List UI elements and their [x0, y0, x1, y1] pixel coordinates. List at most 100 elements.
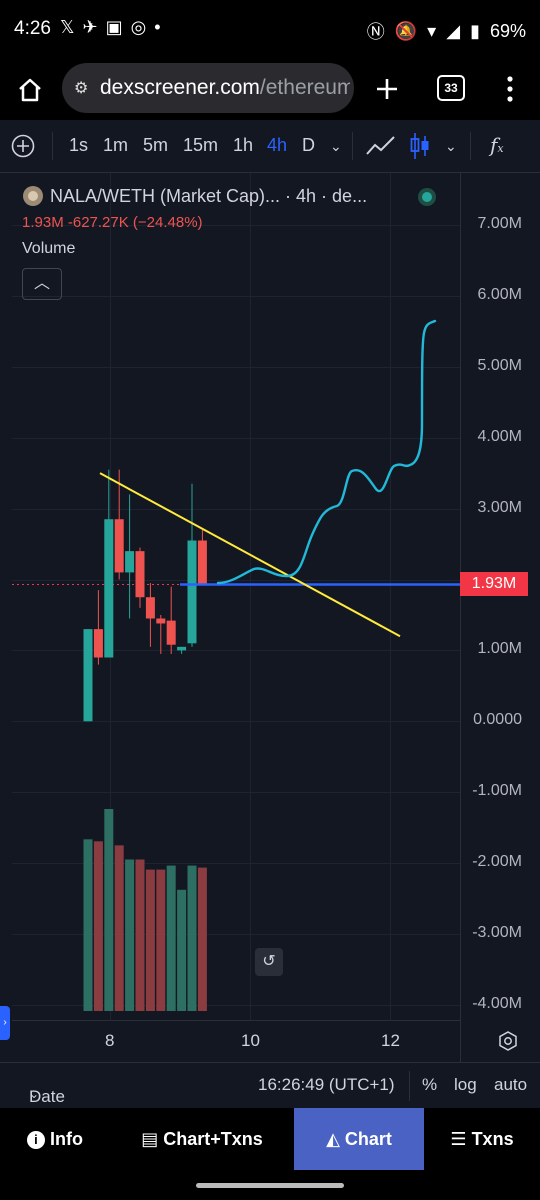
side-drawer-handle[interactable]: › [0, 1006, 10, 1040]
candle-body [177, 646, 187, 651]
timeframe-15m[interactable]: 15m [183, 135, 219, 155]
chart-toolbar: 1s 1m 5m 15m 1h 4h D ⌄ ⌄ fx [0, 120, 540, 173]
wifi-icon: ▾ [427, 20, 437, 41]
home-indicator [196, 1183, 344, 1188]
candle-body [114, 519, 124, 573]
nav-txns[interactable]: ☰ Txns [450, 1129, 514, 1149]
url-bar[interactable]: ⚙ dexscreener.com/ethereum [62, 63, 354, 113]
more-menu-icon[interactable] [500, 74, 520, 104]
new-tab-icon[interactable] [374, 76, 400, 102]
collapse-legend-button[interactable]: ︿ [22, 268, 62, 300]
nav-chart[interactable]: ◭ Chart [294, 1108, 424, 1170]
timeframe-5m[interactable]: 5m [143, 135, 169, 155]
nav-chart-txns[interactable]: ▤ Chart+Txns [141, 1129, 263, 1149]
home-icon[interactable] [16, 76, 44, 104]
chevron-up-icon: ︿ [33, 275, 50, 292]
function-icon[interactable]: fx [490, 133, 504, 157]
candle-body [145, 597, 155, 619]
list-icon: ☰ [450, 1129, 467, 1149]
mute-icon: 🔕 [394, 20, 418, 41]
battery-icon: ▮ [470, 20, 480, 41]
price-tick-label: 3.00M [477, 498, 522, 516]
divider [470, 132, 471, 160]
candles-icon[interactable] [409, 132, 431, 160]
log-toggle[interactable]: log [454, 1075, 477, 1094]
price-tick-label: 1.00M [477, 640, 522, 658]
chevron-down-icon: ⌄ [29, 1087, 40, 1101]
add-indicator-icon[interactable] [11, 134, 35, 158]
price-tick-label: 4.00M [477, 427, 522, 445]
percent-toggle[interactable]: % [422, 1075, 438, 1094]
price-tick-label: -4.00M [472, 994, 522, 1012]
timeframe-4h[interactable]: 4h [267, 135, 288, 155]
line-chart-type-icon[interactable] [366, 134, 396, 158]
legend-value-change: 1.93M -627.27K (−24.48%) [22, 214, 203, 231]
grid-line [12, 792, 460, 794]
candle-body [125, 551, 135, 573]
tab-switcher-button[interactable]: 33 [437, 75, 465, 101]
notification-icons: 𝕏✈▣◎• [60, 17, 169, 37]
grid-line [12, 295, 460, 297]
divider [52, 132, 53, 160]
chart-footer: Date Range ⌄ 16:26:49 (UTC+1) % log auto [0, 1062, 540, 1126]
divider [352, 132, 353, 160]
info-icon: i [26, 1131, 45, 1150]
legend-volume-label[interactable]: Volume [22, 240, 76, 257]
volume-bar [197, 867, 207, 1011]
grid-line [12, 650, 460, 652]
candle-body [83, 629, 93, 722]
time-tick-label: 8 [105, 1031, 115, 1050]
divider [409, 1071, 410, 1101]
battery-level: 69% [489, 20, 526, 41]
grid-line [12, 225, 460, 226]
candle-body [93, 629, 103, 658]
status-bar: 4:26 𝕏✈▣◎• Ⓝ 🔕 ▾ ◢ ▮ 69% [0, 0, 540, 60]
time-readout: 16:26:49 (UTC+1) [258, 1075, 395, 1094]
live-status-indicator [418, 188, 436, 206]
timeframe-dropdown-icon[interactable]: ⌄ [330, 138, 342, 154]
site-settings-icon[interactable]: ⚙ [74, 80, 89, 97]
status-right: Ⓝ 🔕 ▾ ◢ ▮ 69% [367, 18, 526, 44]
current-price-tag: 1.93M [460, 572, 528, 596]
time-tick-label: 12 [381, 1031, 400, 1050]
timeframe-d[interactable]: D [302, 135, 315, 155]
chevron-right-icon: › [3, 1017, 7, 1028]
price-tick-label: 7.00M [477, 215, 522, 232]
status-time: 4:26 [14, 18, 51, 39]
token-avatar [23, 186, 43, 206]
candle-body [104, 519, 114, 658]
price-axis-border [460, 173, 461, 1073]
nav-info[interactable]: i Info [0, 1108, 110, 1170]
chart-icon: ◭ [326, 1129, 340, 1149]
volume-bar [114, 845, 124, 1011]
candle-body [135, 551, 145, 598]
grid-line [12, 934, 460, 935]
gesture-bar [0, 1170, 540, 1200]
grid-line [12, 721, 460, 723]
grid-line [12, 508, 460, 510]
reset-chart-button[interactable]: ↺ [255, 948, 283, 976]
price-tick-label: 5.00M [477, 356, 522, 374]
timeframe-1s[interactable]: 1s [69, 135, 89, 155]
grid-line [250, 173, 251, 1020]
bottom-nav: i Info ▤ Chart+Txns ◭ Chart ☰ Txns [0, 1108, 540, 1170]
candle-body [156, 618, 166, 624]
price-tick-label: -1.00M [472, 782, 522, 800]
grid-line [12, 863, 460, 865]
price-tick-label: -3.00M [472, 924, 522, 941]
drawn-projection-path [216, 319, 437, 585]
volume-bar [166, 865, 176, 1011]
grid-line [12, 1004, 460, 1006]
chart-type-dropdown-icon[interactable]: ⌄ [445, 138, 457, 154]
chart-settings-icon[interactable] [498, 1031, 518, 1051]
timeframe-1m[interactable]: 1m [103, 135, 129, 155]
timeframe-1h[interactable]: 1h [233, 135, 254, 155]
auto-toggle[interactable]: auto [494, 1075, 528, 1094]
drawn-trend-line [99, 472, 401, 638]
url-text[interactable]: dexscreener.com/ethereum [100, 76, 350, 99]
chart-area[interactable]: 7.00M6.00M5.00M4.00M3.00M2.00M1.00M0.000… [12, 173, 540, 1108]
candlestick-plot[interactable] [12, 173, 460, 1020]
grid-line [12, 579, 460, 581]
volume-bar [145, 869, 155, 1011]
legend-title[interactable]: NALA/WETH (Market Cap)... · 4h · de... [50, 186, 368, 206]
